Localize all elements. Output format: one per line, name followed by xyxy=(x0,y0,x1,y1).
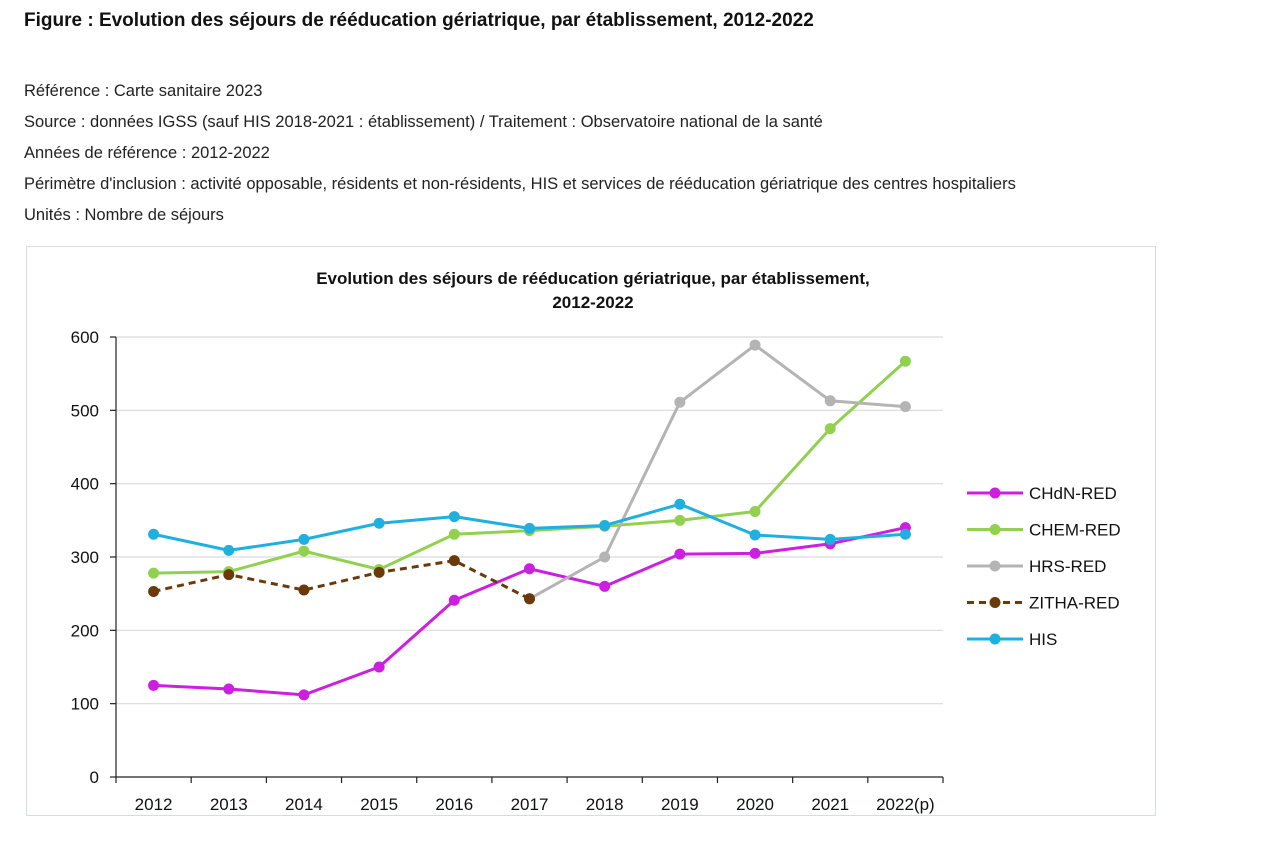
data-point xyxy=(824,533,836,545)
data-point xyxy=(599,580,611,592)
data-point xyxy=(448,511,460,523)
scope-line: Périmètre d'inclusion : activité opposab… xyxy=(24,175,1016,193)
data-point xyxy=(824,423,836,435)
legend-marker xyxy=(989,597,1001,608)
data-point xyxy=(749,529,761,541)
series-line xyxy=(153,526,906,697)
data-point xyxy=(524,563,535,575)
data-point xyxy=(148,679,160,691)
legend-item-chdn-red: CHdN-RED xyxy=(967,484,1117,503)
series-line xyxy=(528,343,906,601)
data-point xyxy=(749,547,761,559)
data-point xyxy=(674,548,686,560)
x-tick-label: 2020 xyxy=(736,795,774,814)
legend-item-chem-red: CHEM-RED xyxy=(967,521,1121,540)
y-tick-label: 100 xyxy=(71,695,99,714)
legend-item-his: HIS xyxy=(967,630,1057,649)
chart-frame: Evolution des séjours de rééducation gér… xyxy=(26,246,1156,816)
data-point xyxy=(223,544,235,556)
data-point xyxy=(223,683,235,695)
x-tick-label: 2019 xyxy=(661,795,699,814)
data-point xyxy=(373,566,385,578)
data-point xyxy=(373,517,385,529)
x-tick-label: 2022(p) xyxy=(876,795,935,814)
data-point xyxy=(674,498,686,510)
data-point xyxy=(749,339,761,351)
x-tick-label: 2021 xyxy=(811,795,849,814)
x-tick-label: 2012 xyxy=(135,795,173,814)
data-point xyxy=(674,514,686,526)
data-point xyxy=(298,533,310,545)
data-point xyxy=(298,584,310,596)
units-line: Unités : Nombre de séjours xyxy=(24,206,224,224)
data-point xyxy=(524,522,535,534)
legend-marker xyxy=(989,633,1001,645)
data-point xyxy=(298,545,310,557)
data-point xyxy=(448,528,460,540)
figure-title: Figure : Evolution des séjours de rééduc… xyxy=(24,10,814,31)
figure-metadata: Référence : Carte sanitaire 2023 Source … xyxy=(24,76,1016,231)
data-point xyxy=(298,689,310,701)
data-point xyxy=(749,506,761,518)
legend-label: CHdN-RED xyxy=(1029,484,1117,503)
legend-marker xyxy=(989,560,1001,572)
legend-label: HIS xyxy=(1029,630,1057,649)
legend-label: HRS-RED xyxy=(1029,557,1106,576)
x-tick-label: 2015 xyxy=(360,795,398,814)
series-chdn-red xyxy=(148,522,911,701)
data-point xyxy=(599,519,611,531)
y-tick-label: 0 xyxy=(90,768,99,787)
series-hrs-red xyxy=(524,339,911,605)
data-point xyxy=(899,355,911,367)
x-tick-label: 2016 xyxy=(435,795,473,814)
legend-marker xyxy=(989,487,1001,499)
years-line: Années de référence : 2012-2022 xyxy=(24,144,270,162)
y-tick-label: 500 xyxy=(71,401,99,420)
data-point xyxy=(674,396,686,408)
data-point xyxy=(223,569,235,581)
data-point xyxy=(373,661,385,673)
data-point xyxy=(899,528,911,540)
line-chart: Evolution des séjours de rééducation gér… xyxy=(71,269,1121,814)
chart-title-line2: 2012-2022 xyxy=(552,293,633,312)
series-zitha-red xyxy=(148,555,535,605)
legend-label: CHEM-RED xyxy=(1029,521,1121,540)
y-tick-label: 600 xyxy=(71,328,99,347)
data-point xyxy=(148,567,160,579)
x-tick-label: 2018 xyxy=(586,795,624,814)
y-tick-label: 400 xyxy=(71,475,99,494)
y-tick-label: 200 xyxy=(71,621,99,640)
data-point xyxy=(448,594,460,606)
chart-title-line1: Evolution des séjours de rééducation gér… xyxy=(316,269,870,288)
reference-line: Référence : Carte sanitaire 2023 xyxy=(24,82,263,100)
x-tick-label: 2013 xyxy=(210,795,248,814)
data-point xyxy=(148,585,160,597)
y-tick-label: 300 xyxy=(71,548,99,567)
data-point xyxy=(148,528,160,540)
x-tick-label: 2014 xyxy=(285,795,323,814)
data-point xyxy=(524,593,535,605)
data-point xyxy=(899,401,911,413)
legend-item-hrs-red: HRS-RED xyxy=(967,557,1106,576)
legend-marker xyxy=(989,524,1001,535)
data-point xyxy=(448,555,460,567)
x-tick-label: 2017 xyxy=(511,795,549,814)
legend-item-zitha-red: ZITHA-RED xyxy=(967,594,1120,613)
series-line xyxy=(153,559,531,601)
legend-label: ZITHA-RED xyxy=(1029,594,1120,613)
data-point xyxy=(599,551,611,563)
data-point xyxy=(824,395,836,407)
series-his xyxy=(148,498,911,556)
series-line xyxy=(153,360,907,575)
source-line: Source : données IGSS (sauf HIS 2018-202… xyxy=(24,113,823,131)
